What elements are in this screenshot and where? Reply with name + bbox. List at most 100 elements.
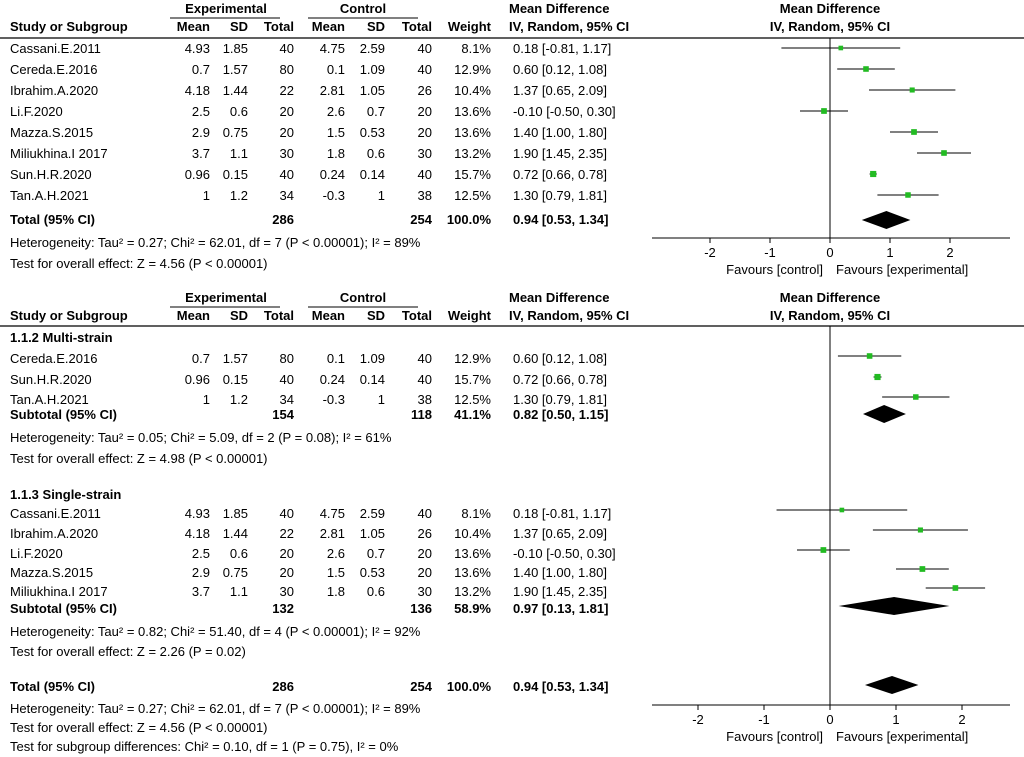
- header-weight: Weight: [447, 19, 491, 34]
- cell-c-total: 254: [410, 212, 432, 227]
- cell-c-mean: 2.6: [326, 546, 345, 561]
- cell-e-total: 30: [279, 146, 294, 161]
- study-name: Mazza.S.2015: [10, 565, 94, 580]
- cell-c-sd: 0.14: [359, 372, 385, 387]
- favours-control-label: Favours [control]: [726, 262, 823, 277]
- cell-e-sd: 1.2: [229, 188, 248, 203]
- cell-c-total: 20: [417, 546, 432, 561]
- cell-weight: 13.6%: [454, 125, 491, 140]
- header-mean: Mean: [311, 308, 345, 323]
- cell-c-mean: 2.81: [319, 526, 345, 541]
- cell-c-total: 40: [417, 62, 432, 77]
- cell-c-total: 26: [417, 526, 432, 541]
- cell-e-mean: 2.9: [191, 125, 210, 140]
- cell-c-total: 20: [417, 125, 432, 140]
- ci-text: 0.94 [0.53, 1.34]: [513, 679, 609, 694]
- header-control: Control: [339, 1, 387, 16]
- cell-weight: 8.1%: [461, 41, 491, 56]
- cell-c-mean: 0.24: [319, 372, 345, 387]
- cell-c-total: 40: [417, 41, 432, 56]
- cell-e-sd: 0.75: [222, 565, 248, 580]
- cell-e-total: 40: [279, 41, 294, 56]
- cell-e-mean: 0.7: [191, 62, 210, 77]
- cell-e-mean: 1: [202, 392, 210, 407]
- cell-e-total: 34: [279, 392, 294, 407]
- cell-e-total: 80: [279, 351, 294, 366]
- cell-c-sd: 2.59: [359, 41, 385, 56]
- cell-e-sd: 0.6: [229, 546, 248, 561]
- cell-e-sd: 0.15: [222, 167, 248, 182]
- cell-e-sd: 1.85: [222, 41, 248, 56]
- header-sd: SD: [229, 308, 248, 323]
- study-name: Cassani.E.2011: [10, 41, 101, 56]
- favours-experimental-label: Favours [experimental]: [836, 729, 969, 744]
- ci-text: 1.40 [1.00, 1.80]: [513, 565, 607, 580]
- point-estimate-marker: [870, 170, 877, 178]
- ci-text: 0.60 [0.12, 1.08]: [513, 62, 607, 77]
- header-control: Control: [339, 290, 387, 305]
- overall-effect-text: Test for overall effect: Z = 4.56 (P < 0…: [10, 720, 268, 735]
- cell-e-sd: 1.2: [229, 392, 248, 407]
- header-method: IV, Random, 95% CI: [509, 308, 630, 323]
- study-name: Ibrahim.A.2020: [10, 526, 99, 541]
- cell-weight: 100.0%: [446, 212, 491, 227]
- ci-text: 0.18 [-0.81, 1.17]: [513, 506, 612, 521]
- header-total: Total: [263, 19, 294, 34]
- cell-c-total: 26: [417, 83, 432, 98]
- favours-control-label: Favours [control]: [726, 729, 823, 744]
- cell-e-total: 34: [279, 188, 294, 203]
- cell-e-mean: 4.18: [184, 526, 210, 541]
- x-tick-label: -2: [704, 245, 716, 260]
- study-name: Sun.H.R.2020: [10, 372, 92, 387]
- cell-weight: 10.4%: [454, 83, 491, 98]
- study-name: Li.F.2020: [10, 546, 63, 561]
- heterogeneity-text: Heterogeneity: Tau² = 0.27; Chi² = 62.01…: [10, 701, 421, 716]
- cell-c-mean: 2.81: [319, 83, 345, 98]
- cell-c-sd: 1.09: [359, 62, 385, 77]
- x-tick-label: 0: [826, 245, 834, 260]
- overall-pooled-diamond: [861, 211, 911, 229]
- header-mean: Mean: [311, 19, 345, 34]
- cell-weight: 41.1%: [454, 407, 491, 422]
- cell-c-sd: 0.53: [359, 565, 385, 580]
- x-tick-label: -1: [758, 712, 770, 727]
- x-tick-label: 0: [826, 712, 834, 727]
- subgroup-differences-text: Test for subgroup differences: Chi² = 0.…: [10, 739, 399, 754]
- cell-e-mean: 3.7: [191, 146, 210, 161]
- ci-text: 1.90 [1.45, 2.35]: [513, 146, 607, 161]
- cell-c-mean: 1.5: [326, 125, 345, 140]
- cell-e-mean: 0.96: [184, 167, 210, 182]
- cell-e-total: 286: [272, 679, 294, 694]
- cell-e-sd: 0.15: [222, 372, 248, 387]
- cell-weight: 13.6%: [454, 104, 491, 119]
- cell-e-sd: 1.57: [222, 351, 248, 366]
- cell-c-sd: 0.7: [366, 104, 385, 119]
- x-tick-label: 1: [886, 245, 894, 260]
- ci-text: 1.40 [1.00, 1.80]: [513, 125, 607, 140]
- cell-e-mean: 4.18: [184, 83, 210, 98]
- cell-weight: 13.6%: [454, 546, 491, 561]
- heterogeneity-text: Heterogeneity: Tau² = 0.82; Chi² = 51.40…: [10, 624, 421, 639]
- ci-text: 1.90 [1.45, 2.35]: [513, 584, 607, 599]
- cell-e-mean: 2.9: [191, 565, 210, 580]
- cell-e-mean: 3.7: [191, 584, 210, 599]
- header-mean-difference: Mean Difference: [509, 1, 610, 16]
- ci-text: 1.37 [0.65, 2.09]: [513, 526, 607, 541]
- cell-weight: 13.2%: [454, 146, 491, 161]
- cell-weight: 12.5%: [454, 188, 491, 203]
- cell-e-sd: 1.1: [229, 584, 248, 599]
- x-tick-label: 1: [892, 712, 900, 727]
- cell-e-total: 22: [279, 526, 294, 541]
- cell-c-sd: 0.6: [366, 146, 385, 161]
- cell-e-total: 20: [279, 565, 294, 580]
- header-study: Study or Subgroup: [10, 308, 128, 323]
- overall-effect-text: Test for overall effect: Z = 4.56 (P < 0…: [10, 256, 268, 271]
- cell-e-total: 20: [279, 546, 294, 561]
- study-name: Sun.H.R.2020: [10, 167, 92, 182]
- point-estimate-marker: [913, 394, 919, 400]
- cell-c-mean: 0.24: [319, 167, 345, 182]
- cell-weight: 12.5%: [454, 392, 491, 407]
- cell-e-sd: 1.1: [229, 146, 248, 161]
- subgroup-heading: 1.1.2 Multi-strain: [10, 330, 113, 345]
- study-name: Cassani.E.2011: [10, 506, 101, 521]
